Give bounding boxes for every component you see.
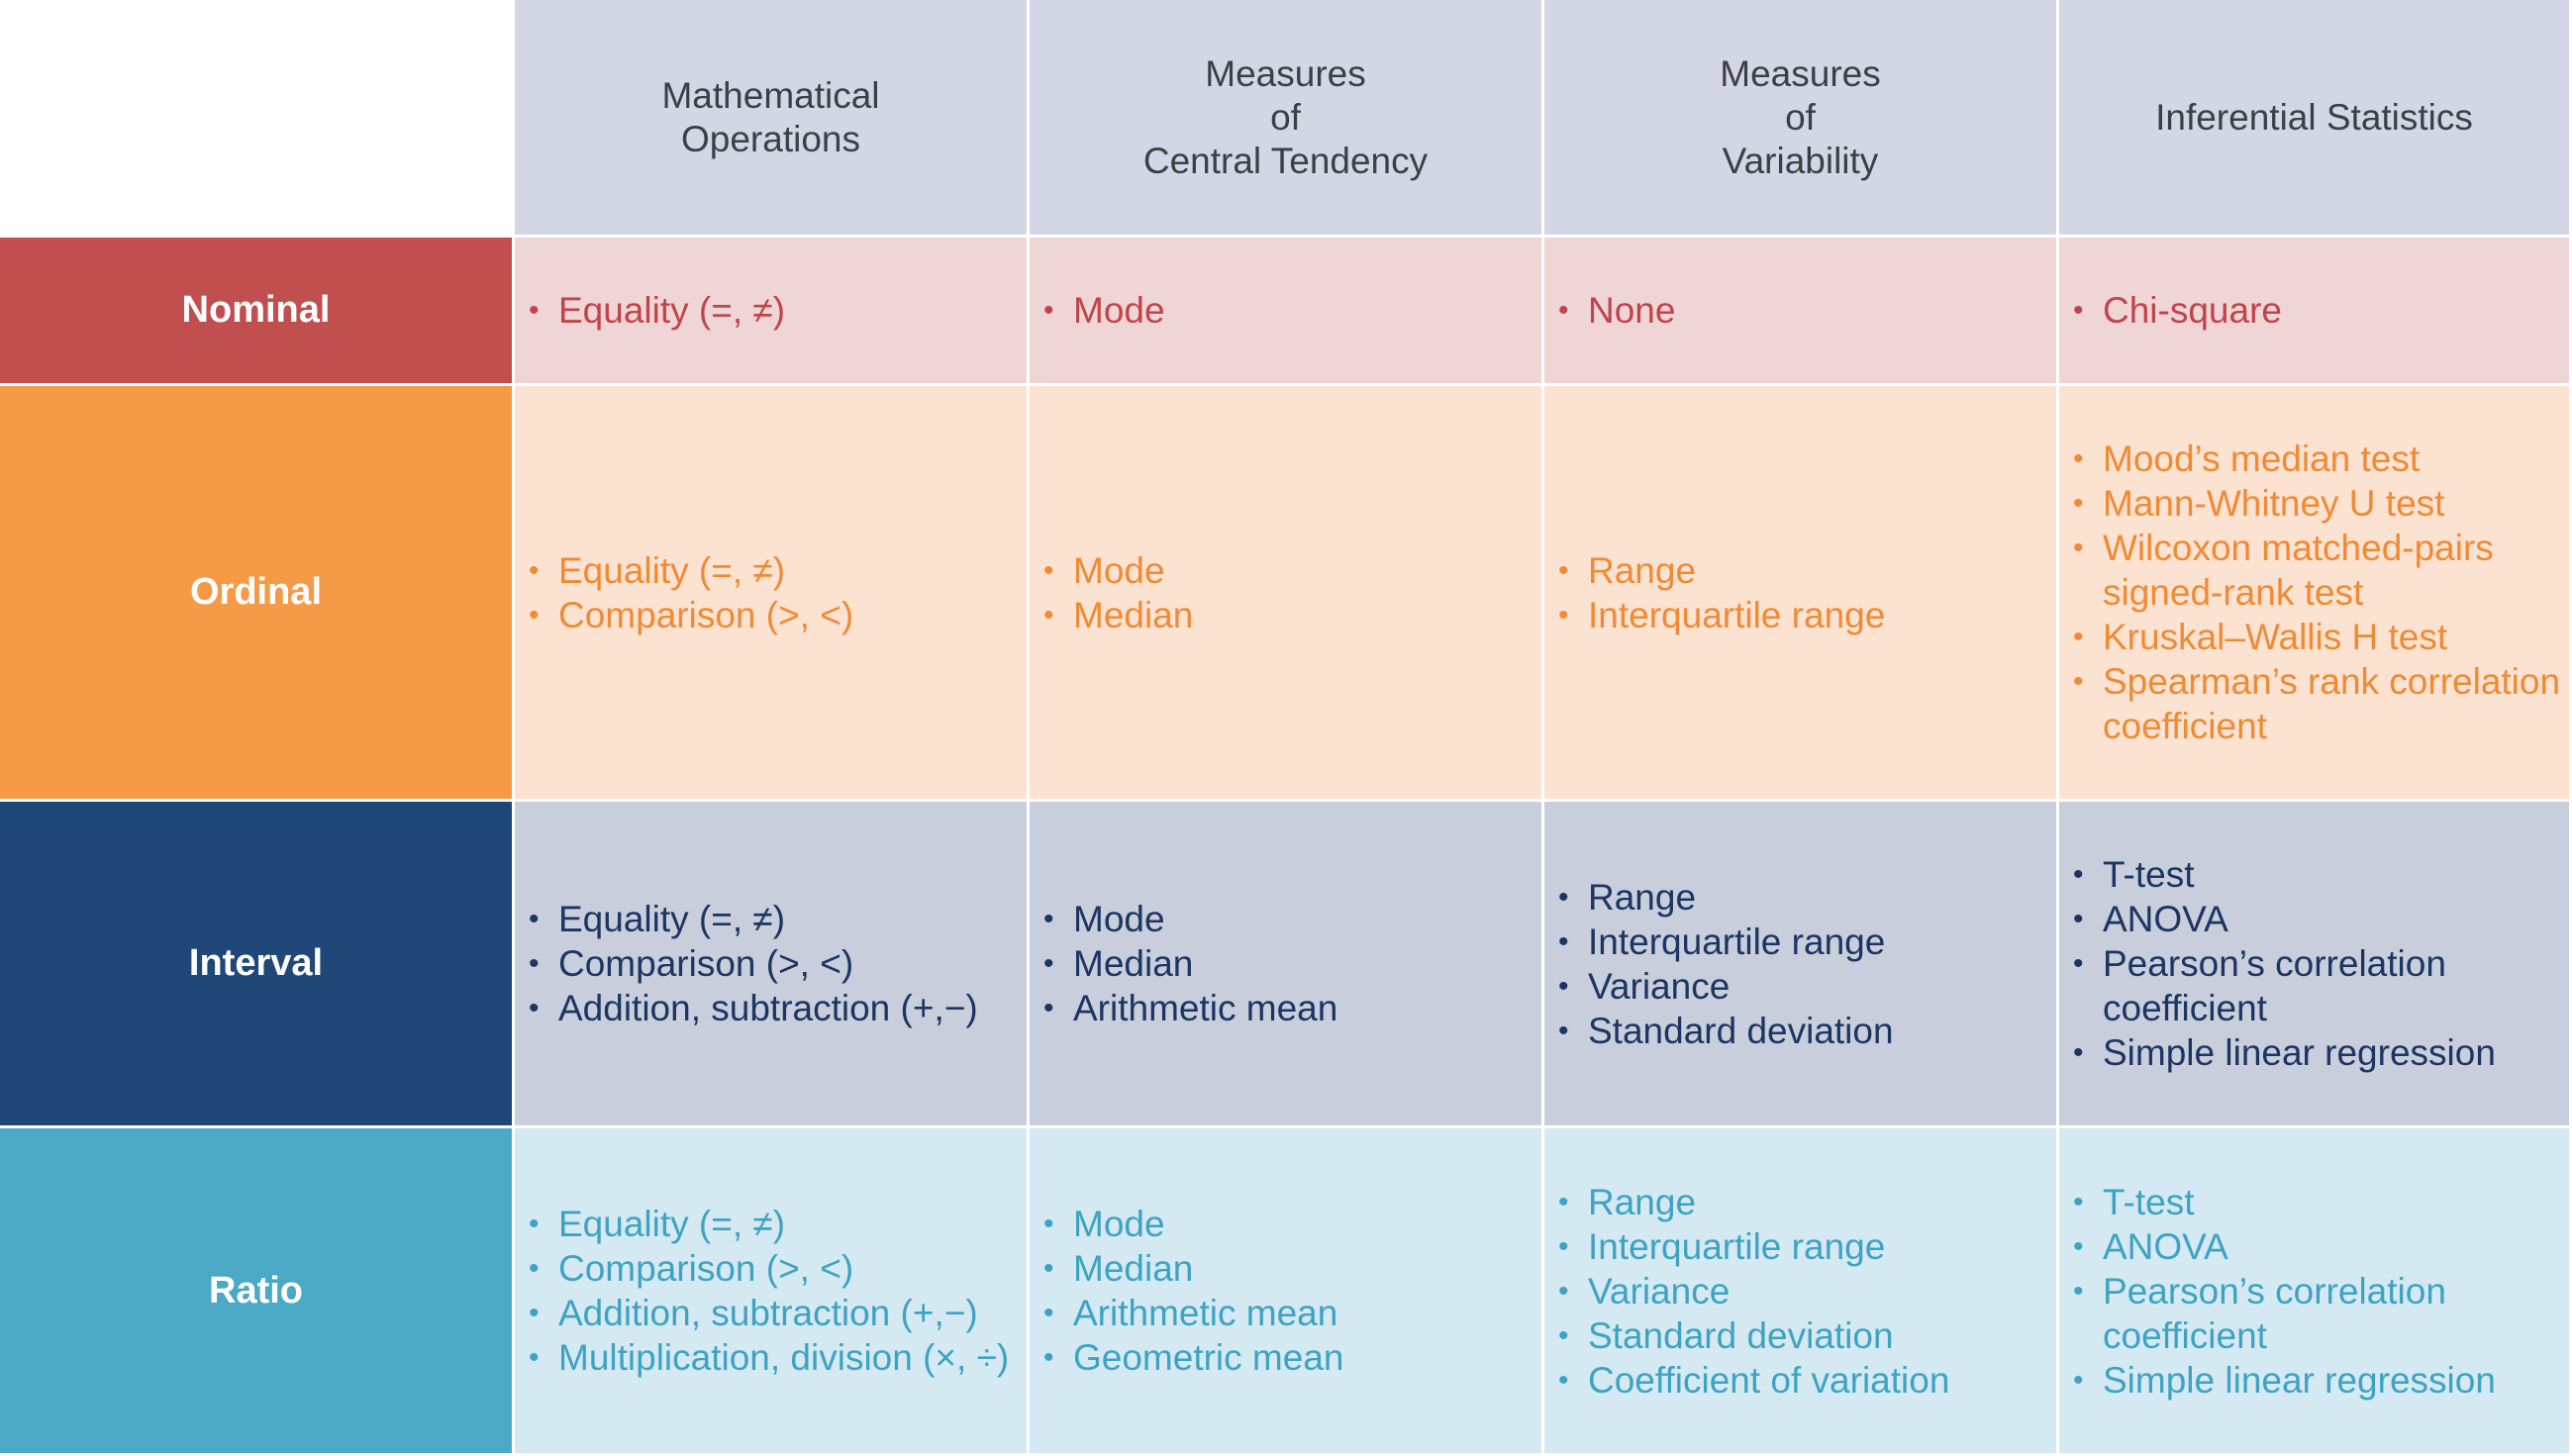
list-item: Comparison (>, <)	[529, 1246, 1009, 1291]
list-item: Range	[1558, 1180, 1949, 1224]
bullet-list: Chi-square	[2073, 288, 2282, 333]
bullet-list: Equality (=, ≠)	[529, 288, 785, 333]
list-item: T-test	[2073, 1180, 2569, 1224]
column-header-label: Mathematical Operations	[661, 74, 880, 159]
column-header-label: Measures of Central Tendency	[1142, 52, 1429, 181]
list-item: Addition, subtraction (+,−)	[529, 1291, 1009, 1335]
list-item: Kruskal–Wallis H test	[2073, 615, 2569, 659]
list-item: Simple linear regression	[2073, 1030, 2569, 1075]
list-item: Interquartile range	[1558, 1224, 1949, 1269]
list-item: Equality (=, ≠)	[529, 288, 785, 333]
list-item: Standard deviation	[1558, 1313, 1949, 1358]
list-item: Mode	[1043, 288, 1165, 333]
list-item: T-test	[2073, 852, 2569, 897]
list-item: Simple linear regression	[2073, 1358, 2569, 1403]
table-cell: ModeMedian	[1030, 386, 1544, 802]
table-cell: Mood’s median testMann-Whitney U testWil…	[2059, 386, 2572, 802]
table-cell: T-testANOVAPearson’s correlation coeffic…	[2059, 1128, 2572, 1456]
list-item: Equality (=, ≠)	[529, 897, 978, 941]
row-header-label: Nominal	[181, 289, 331, 331]
column-header-label: Inferential Statistics	[2155, 96, 2473, 138]
list-item: Variance	[1558, 1269, 1949, 1313]
list-item: Comparison (>, <)	[529, 593, 853, 637]
bullet-list: T-testANOVAPearson’s correlation coeffic…	[2073, 1180, 2569, 1403]
column-header-inferential: Inferential Statistics	[2059, 0, 2572, 238]
table-cell: Chi-square	[2059, 238, 2572, 386]
bullet-list: T-testANOVAPearson’s correlation coeffic…	[2073, 852, 2569, 1075]
table-cell: ModeMedianArithmetic mean	[1030, 802, 1544, 1128]
list-item: Addition, subtraction (+,−)	[529, 986, 978, 1030]
bullet-list: Mode	[1043, 288, 1165, 333]
row-header-interval: Interval	[0, 802, 515, 1128]
table-cell: T-testANOVAPearson’s correlation coeffic…	[2059, 802, 2572, 1128]
row-header-label: Interval	[188, 942, 324, 984]
column-header-operations: Mathematical Operations	[515, 0, 1030, 238]
list-item: Interquartile range	[1558, 920, 1894, 964]
list-item: Chi-square	[2073, 288, 2282, 333]
list-item: Multiplication, division (×, ÷)	[529, 1335, 1009, 1380]
list-item: Mood’s median test	[2073, 437, 2569, 481]
list-item: Standard deviation	[1558, 1009, 1894, 1053]
list-item: Range	[1558, 875, 1894, 920]
list-item: Coefficient of variation	[1558, 1358, 1949, 1403]
table-cell: Equality (=, ≠)Comparison (>, <)	[515, 386, 1030, 802]
bullet-list: Equality (=, ≠)Comparison (>, <)Addition…	[529, 1202, 1009, 1380]
corner-cell	[0, 0, 515, 238]
bullet-list: RangeInterquartile rangeVarianceStandard…	[1558, 875, 1894, 1053]
column-header-variability: Measures of Variability	[1544, 0, 2059, 238]
table-cell: Equality (=, ≠)Comparison (>, <)Addition…	[515, 802, 1030, 1128]
list-item: Comparison (>, <)	[529, 941, 978, 986]
list-item: Interquartile range	[1558, 593, 1885, 637]
list-item: Equality (=, ≠)	[529, 548, 853, 593]
row-header-ratio: Ratio	[0, 1128, 515, 1456]
list-item: Mode	[1043, 548, 1193, 593]
bullet-list: Equality (=, ≠)Comparison (>, <)	[529, 548, 853, 637]
list-item: Pearson’s correlation coefficient	[2073, 941, 2569, 1030]
bullet-list: ModeMedianArithmetic mean	[1043, 897, 1337, 1030]
column-header-label: Measures of Variability	[1720, 52, 1881, 181]
bullet-list: RangeInterquartile rangeVarianceStandard…	[1558, 1180, 1949, 1403]
table-cell: RangeInterquartile rangeVarianceStandard…	[1544, 802, 2059, 1128]
list-item: Median	[1043, 941, 1337, 986]
list-item: Mann-Whitney U test	[2073, 481, 2569, 526]
list-item: Pearson’s correlation coefficient	[2073, 1269, 2569, 1358]
list-item: Spearman’s rank correlation coefficient	[2073, 659, 2569, 748]
table-cell: Mode	[1030, 238, 1544, 386]
list-item: ANOVA	[2073, 897, 2569, 941]
bullet-list: None	[1558, 288, 1675, 333]
table-cell: RangeInterquartile rangeVarianceStandard…	[1544, 1128, 2059, 1456]
bullet-list: ModeMedian	[1043, 548, 1193, 637]
list-item: Range	[1558, 548, 1885, 593]
list-item: None	[1558, 288, 1675, 333]
list-item: Mode	[1043, 897, 1337, 941]
list-item: Wilcoxon matched-pairs signed-rank test	[2073, 526, 2569, 615]
bullet-list: RangeInterquartile range	[1558, 548, 1885, 637]
list-item: Arithmetic mean	[1043, 986, 1337, 1030]
table-cell: Equality (=, ≠)	[515, 238, 1030, 386]
bullet-list: Equality (=, ≠)Comparison (>, <)Addition…	[529, 897, 978, 1030]
list-item: Geometric mean	[1043, 1335, 1344, 1380]
table-cell: None	[1544, 238, 2059, 386]
row-header-label: Ratio	[209, 1269, 303, 1311]
list-item: Mode	[1043, 1202, 1344, 1246]
list-item: Variance	[1558, 964, 1894, 1009]
list-item: Arithmetic mean	[1043, 1291, 1344, 1335]
list-item: Equality (=, ≠)	[529, 1202, 1009, 1246]
column-header-central-tendency: Measures of Central Tendency	[1030, 0, 1544, 238]
table-cell: Equality (=, ≠)Comparison (>, <)Addition…	[515, 1128, 1030, 1456]
table-cell: ModeMedianArithmetic meanGeometric mean	[1030, 1128, 1544, 1456]
list-item: ANOVA	[2073, 1224, 2569, 1269]
list-item: Median	[1043, 593, 1193, 637]
table-cell: RangeInterquartile range	[1544, 386, 2059, 802]
bullet-list: ModeMedianArithmetic meanGeometric mean	[1043, 1202, 1344, 1380]
row-header-nominal: Nominal	[0, 238, 515, 386]
list-item: Median	[1043, 1246, 1344, 1291]
bullet-list: Mood’s median testMann-Whitney U testWil…	[2073, 437, 2569, 748]
row-header-ordinal: Ordinal	[0, 386, 515, 802]
row-header-label: Ordinal	[189, 571, 323, 613]
